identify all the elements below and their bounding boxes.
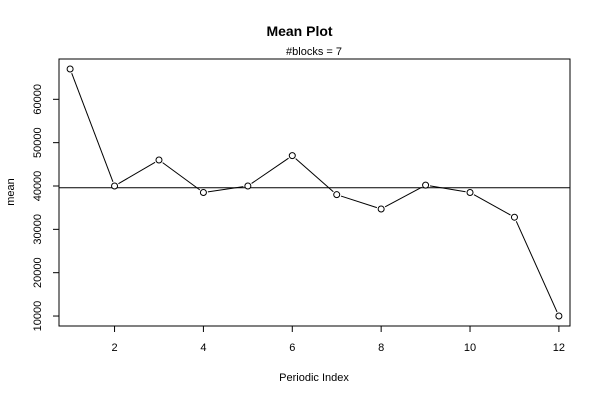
series-line-segment <box>473 194 511 216</box>
y-tick-label: 60000 <box>32 84 44 115</box>
x-tick-label: 8 <box>378 342 384 354</box>
data-point <box>510 213 518 221</box>
x-tick-label: 4 <box>200 342 206 354</box>
x-tick-label: 12 <box>553 342 565 354</box>
y-axis: 10000 20000 30000 40000 50000 60000 <box>32 84 60 332</box>
y-tick-label: 20000 <box>32 257 44 288</box>
x-tick-label: 6 <box>289 342 295 354</box>
data-point <box>288 152 296 160</box>
y-tick-label: 40000 <box>32 171 44 202</box>
y-tick-label: 10000 <box>32 301 44 332</box>
data-point <box>199 189 207 196</box>
plot-marks <box>59 65 570 320</box>
series-line-segment <box>429 185 466 193</box>
x-axis-label: Periodic Index <box>279 372 349 384</box>
x-axis: 2 4 6 8 10 12 <box>111 325 565 354</box>
series-line-segment <box>162 162 201 191</box>
y-tick-label: 30000 <box>32 214 44 245</box>
data-point <box>244 182 252 190</box>
data-point <box>155 156 163 164</box>
series-line-segment <box>207 186 244 193</box>
x-tick-label: 2 <box>111 342 117 354</box>
series-line-segment <box>384 186 422 208</box>
data-point <box>555 312 563 320</box>
series-line-segment <box>251 157 289 184</box>
data-point <box>333 191 341 199</box>
y-tick-label: 50000 <box>32 127 44 158</box>
chart-subtitle: #blocks = 7 <box>286 46 342 58</box>
series-line-segment <box>295 158 334 193</box>
series-line-segment <box>71 72 114 182</box>
series-line-segment <box>118 161 156 185</box>
y-axis-label: mean <box>5 178 17 206</box>
x-tick-label: 10 <box>464 342 476 354</box>
data-point <box>66 65 74 73</box>
series-line-segment <box>515 221 558 313</box>
data-point <box>466 189 474 196</box>
plot-frame <box>58 58 571 327</box>
data-point <box>111 182 119 190</box>
data-point <box>422 181 430 189</box>
chart-title: Mean Plot <box>266 23 332 39</box>
data-point <box>377 205 385 213</box>
series-line-segment <box>340 195 378 209</box>
